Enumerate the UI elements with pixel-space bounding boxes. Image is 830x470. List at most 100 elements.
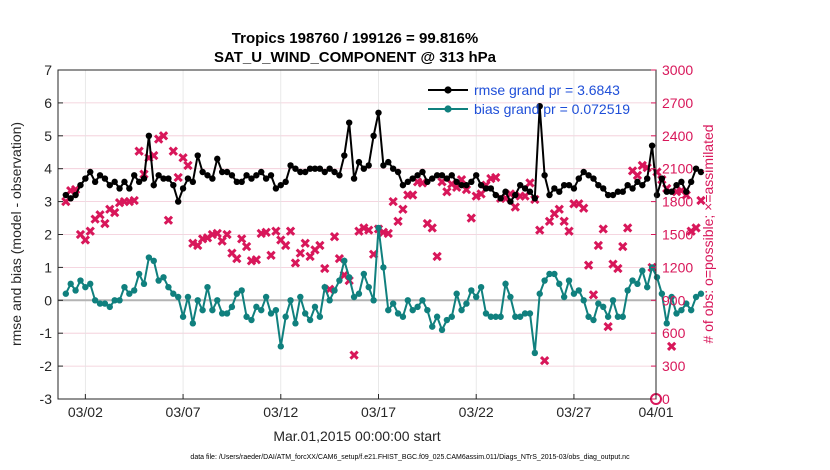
rmse-point <box>282 178 289 186</box>
obs-marker-stroke <box>290 258 301 268</box>
bias-point <box>262 293 270 301</box>
y-tick-label: 7 <box>44 62 52 78</box>
obs-marker <box>173 172 183 183</box>
y-tick-label: 4 <box>44 161 52 177</box>
bias-point <box>302 310 309 317</box>
obs-marker-stroke <box>588 290 599 300</box>
rmse-point <box>600 185 607 192</box>
rmse-point <box>233 178 241 186</box>
bias-point <box>512 313 519 320</box>
bias-point <box>62 290 70 297</box>
rmse-point <box>96 172 104 179</box>
bias-point <box>282 313 289 320</box>
obs-marker-stroke <box>158 131 169 141</box>
bias-point <box>570 290 578 297</box>
obs-marker <box>491 172 501 183</box>
rmse-point <box>297 168 304 176</box>
obs-marker <box>427 223 437 233</box>
obs-marker-stroke <box>432 251 442 262</box>
y-tick-label: -2 <box>40 358 53 374</box>
rmse-point <box>492 191 499 199</box>
rmse-point <box>326 165 333 172</box>
rmse-point <box>473 172 480 179</box>
bias-point <box>580 297 587 304</box>
obs-marker-stroke <box>408 190 418 200</box>
bias-point <box>155 277 162 284</box>
rmse-point <box>165 175 172 182</box>
rmse-point <box>404 178 412 186</box>
obs-marker <box>271 226 281 236</box>
obs-marker <box>696 195 706 206</box>
rmse-point <box>507 198 514 205</box>
y2-tick-label: 600 <box>662 325 686 341</box>
bias-point <box>502 280 509 288</box>
bias-point <box>170 290 177 297</box>
obs-marker-stroke <box>574 199 584 209</box>
bias-point <box>531 349 539 357</box>
bias-point <box>140 280 148 288</box>
bias-point <box>341 257 348 265</box>
rmse-point <box>443 175 451 182</box>
bias-point <box>697 290 705 297</box>
rmse-point <box>648 142 656 149</box>
obs-marker <box>623 223 633 233</box>
bias-point <box>404 297 412 304</box>
obs-marker-stroke <box>163 215 174 225</box>
obs-marker <box>613 263 623 274</box>
bias-point <box>150 257 157 265</box>
bias-point <box>87 280 94 288</box>
x-tick-label: 03/12 <box>263 404 298 420</box>
obs-marker-stroke <box>525 178 535 188</box>
obs-marker <box>544 216 555 227</box>
bias-point <box>116 297 123 304</box>
rmse-point <box>419 168 426 176</box>
bias-point <box>287 297 294 304</box>
obs-marker-stroke <box>623 223 633 233</box>
obs-marker <box>261 227 271 237</box>
rmse-point <box>526 188 534 195</box>
bias-point <box>653 274 661 281</box>
rmse-point <box>355 158 363 166</box>
obs-marker <box>80 235 91 245</box>
obs-marker-stroke <box>266 250 276 260</box>
bias-point <box>253 303 260 311</box>
bias-point <box>365 283 372 291</box>
obs-marker-stroke <box>129 195 139 206</box>
bias-point <box>258 306 265 314</box>
bias-line <box>64 227 702 354</box>
obs-marker <box>95 210 105 220</box>
rmse-point <box>585 172 592 179</box>
rmse-point <box>570 185 578 192</box>
bias-point <box>560 293 568 301</box>
rmse-point <box>321 168 328 176</box>
chart-title: Tropics 198760 / 199126 = 99.816% <box>232 30 478 47</box>
y-tick-label: 6 <box>44 95 52 111</box>
rmse-point <box>487 185 495 192</box>
obs-marker <box>232 253 242 264</box>
rmse-point <box>106 181 113 189</box>
obs-marker-stroke <box>618 241 628 252</box>
obs-marker-stroke <box>85 226 95 236</box>
obs-marker-stroke <box>364 225 374 235</box>
obs-marker-stroke <box>564 226 574 236</box>
rmse-point <box>189 178 197 186</box>
bias-point <box>634 280 641 288</box>
rmse-point <box>214 155 221 163</box>
obs-marker-stroke <box>583 260 594 270</box>
rmse-point <box>218 168 226 176</box>
chart-subtitle: SAT_U_WIND_COMPONENT @ 313 hPa <box>214 49 497 66</box>
obs-marker <box>666 341 677 352</box>
obs-marker-stroke <box>691 223 701 233</box>
bias-point <box>639 267 646 274</box>
obs-marker-stroke <box>183 160 193 171</box>
obs-marker <box>408 190 418 200</box>
rmse-point <box>72 191 79 199</box>
rmse-point <box>536 102 543 110</box>
rmse-point <box>126 185 133 192</box>
rmse-point <box>560 181 568 189</box>
bias-point <box>385 306 392 314</box>
rmse-point <box>253 172 260 179</box>
bias-point <box>614 313 622 320</box>
bias-point <box>233 290 241 297</box>
rmse-point <box>350 175 358 182</box>
